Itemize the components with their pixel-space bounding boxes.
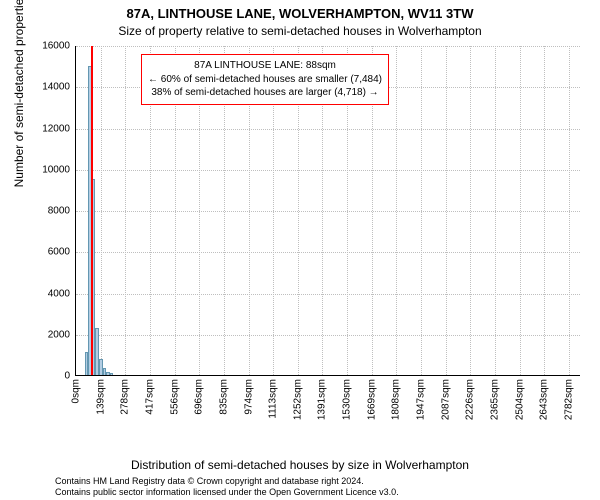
gridline-horizontal bbox=[76, 129, 580, 130]
popup-larger-line: 38% of semi-detached houses are larger (… bbox=[148, 86, 382, 100]
chart-container: { "title_main": "87A, LINTHOUSE LANE, WO… bbox=[0, 0, 600, 500]
gridline-horizontal bbox=[76, 294, 580, 295]
x-tick-label: 1530sqm bbox=[342, 379, 353, 420]
y-tick-label: 4000 bbox=[48, 288, 70, 299]
x-tick-label: 1808sqm bbox=[391, 379, 402, 420]
gridline-horizontal bbox=[76, 335, 580, 336]
x-tick-label: 696sqm bbox=[194, 379, 205, 415]
gridline-horizontal bbox=[76, 211, 580, 212]
y-tick-label: 16000 bbox=[42, 41, 70, 52]
gridline-horizontal bbox=[76, 46, 580, 47]
y-axis-label: Number of semi-detached properties bbox=[12, 0, 26, 240]
x-tick-label: 417sqm bbox=[144, 379, 155, 415]
x-tick-label: 1391sqm bbox=[317, 379, 328, 420]
chart-subtitle: Size of property relative to semi-detach… bbox=[0, 24, 600, 38]
y-tick-label: 0 bbox=[64, 371, 70, 382]
x-tick-label: 2782sqm bbox=[563, 379, 574, 420]
x-tick-label: 0sqm bbox=[71, 379, 82, 403]
y-tick-label: 10000 bbox=[42, 164, 70, 175]
popup-property-line: 87A LINTHOUSE LANE: 88sqm bbox=[148, 59, 382, 73]
highlight-popup: 87A LINTHOUSE LANE: 88sqm← 60% of semi-d… bbox=[141, 54, 389, 105]
gridline-vertical bbox=[125, 46, 126, 375]
popup-smaller-line: ← 60% of semi-detached houses are smalle… bbox=[148, 73, 382, 87]
x-tick-label: 1947sqm bbox=[415, 379, 426, 420]
gridline-vertical bbox=[396, 46, 397, 375]
y-tick-label: 2000 bbox=[48, 329, 70, 340]
attribution-text: Contains HM Land Registry data © Crown c… bbox=[55, 476, 399, 499]
attribution-line-1: Contains HM Land Registry data © Crown c… bbox=[55, 476, 399, 487]
gridline-vertical bbox=[495, 46, 496, 375]
x-tick-label: 835sqm bbox=[218, 379, 229, 415]
gridline-vertical bbox=[544, 46, 545, 375]
histogram-bar bbox=[110, 373, 114, 375]
x-tick-label: 2365sqm bbox=[490, 379, 501, 420]
x-axis-label: Distribution of semi-detached houses by … bbox=[0, 458, 600, 472]
x-tick-label: 1113sqm bbox=[268, 379, 279, 419]
gridline-horizontal bbox=[76, 252, 580, 253]
x-tick-label: 2087sqm bbox=[440, 379, 451, 420]
y-tick-label: 8000 bbox=[48, 206, 70, 217]
highlight-line bbox=[91, 46, 93, 375]
y-tick-label: 6000 bbox=[48, 247, 70, 258]
x-tick-label: 139sqm bbox=[95, 379, 106, 415]
plot-area: 02000400060008000100001200014000160000sq… bbox=[75, 46, 580, 376]
x-tick-label: 2226sqm bbox=[465, 379, 476, 420]
y-tick-label: 14000 bbox=[42, 82, 70, 93]
chart-title: 87A, LINTHOUSE LANE, WOLVERHAMPTON, WV11… bbox=[0, 6, 600, 21]
attribution-line-2: Contains public sector information licen… bbox=[55, 487, 399, 498]
y-tick-label: 12000 bbox=[42, 123, 70, 134]
gridline-vertical bbox=[520, 46, 521, 375]
x-tick-label: 974sqm bbox=[243, 379, 254, 415]
gridline-vertical bbox=[421, 46, 422, 375]
x-tick-label: 1669sqm bbox=[366, 379, 377, 420]
gridline-vertical bbox=[446, 46, 447, 375]
x-tick-label: 2643sqm bbox=[539, 379, 550, 420]
x-tick-label: 2504sqm bbox=[514, 379, 525, 420]
x-tick-label: 556sqm bbox=[169, 379, 180, 415]
gridline-horizontal bbox=[76, 170, 580, 171]
gridline-vertical bbox=[101, 46, 102, 375]
gridline-vertical bbox=[569, 46, 570, 375]
x-tick-label: 278sqm bbox=[120, 379, 131, 415]
gridline-vertical bbox=[470, 46, 471, 375]
x-tick-label: 1252sqm bbox=[292, 379, 303, 420]
